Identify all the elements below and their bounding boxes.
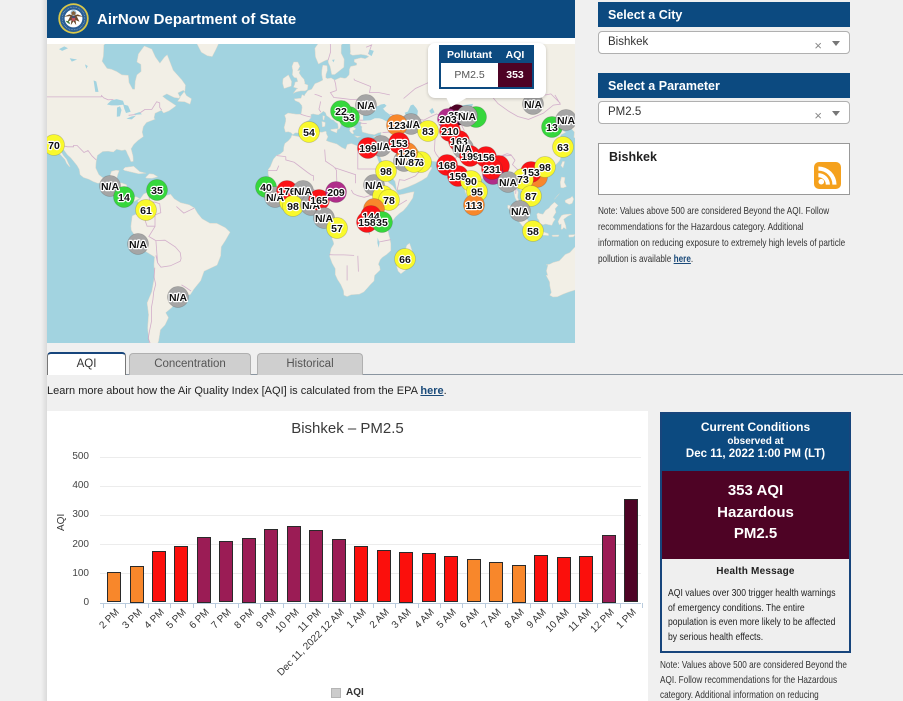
svg-text:353: 353 bbox=[448, 110, 466, 122]
svg-text:14: 14 bbox=[118, 192, 130, 204]
svg-text:N/A: N/A bbox=[101, 181, 120, 193]
svg-text:78: 78 bbox=[383, 195, 395, 207]
svg-text:N/A: N/A bbox=[169, 292, 188, 304]
svg-text:66: 66 bbox=[399, 254, 411, 266]
svg-text:N/A: N/A bbox=[315, 213, 334, 225]
svg-text:N/A: N/A bbox=[302, 200, 321, 212]
svg-text:199: 199 bbox=[461, 151, 479, 163]
svg-text:22: 22 bbox=[335, 106, 347, 118]
svg-text:63: 63 bbox=[557, 142, 569, 154]
svg-text:N/A: N/A bbox=[402, 119, 421, 131]
svg-text:N/A: N/A bbox=[372, 141, 391, 153]
svg-text:N/A: N/A bbox=[365, 180, 384, 192]
svg-text:98: 98 bbox=[287, 201, 299, 213]
svg-text:N/A: N/A bbox=[454, 143, 473, 155]
svg-text:126: 126 bbox=[398, 148, 416, 160]
svg-text:87: 87 bbox=[408, 157, 420, 169]
svg-text:87: 87 bbox=[525, 191, 537, 203]
svg-text:144: 144 bbox=[362, 211, 380, 223]
svg-text:113: 113 bbox=[466, 200, 483, 212]
svg-text:209: 209 bbox=[327, 187, 345, 199]
svg-text:158: 158 bbox=[358, 217, 376, 229]
svg-text:231: 231 bbox=[483, 164, 501, 176]
svg-text:N/A: N/A bbox=[557, 115, 575, 127]
svg-text:163: 163 bbox=[450, 136, 468, 148]
svg-text:58: 58 bbox=[527, 226, 539, 238]
svg-text:199: 199 bbox=[359, 143, 377, 155]
svg-text:N/A: N/A bbox=[524, 99, 543, 111]
svg-text:210: 210 bbox=[441, 126, 459, 138]
svg-text:153: 153 bbox=[522, 167, 540, 179]
svg-text:35: 35 bbox=[376, 217, 388, 229]
svg-text:90: 90 bbox=[465, 176, 477, 188]
svg-text:153: 153 bbox=[390, 138, 408, 150]
svg-text:156: 156 bbox=[477, 152, 495, 164]
svg-text:N/A: N/A bbox=[266, 192, 285, 204]
svg-text:N/A: N/A bbox=[511, 206, 530, 218]
svg-text:40: 40 bbox=[260, 182, 272, 194]
svg-text:159: 159 bbox=[449, 171, 467, 183]
svg-text:168: 168 bbox=[438, 160, 456, 172]
svg-text:N/A: N/A bbox=[294, 186, 313, 198]
svg-text:54: 54 bbox=[303, 127, 315, 139]
svg-text:70: 70 bbox=[48, 140, 60, 152]
svg-text:53: 53 bbox=[343, 112, 355, 124]
svg-text:176: 176 bbox=[278, 186, 296, 198]
svg-text:98: 98 bbox=[380, 166, 392, 178]
svg-text:N/A: N/A bbox=[129, 239, 148, 251]
svg-text:123: 123 bbox=[388, 120, 406, 132]
svg-text:61: 61 bbox=[140, 205, 152, 217]
svg-text:73: 73 bbox=[517, 174, 529, 186]
svg-text:98: 98 bbox=[539, 162, 551, 174]
svg-text:N/A: N/A bbox=[499, 177, 518, 189]
svg-text:N/A: N/A bbox=[357, 100, 376, 112]
svg-text:165: 165 bbox=[310, 195, 328, 207]
svg-text:203: 203 bbox=[439, 114, 457, 126]
svg-text:6: 6 bbox=[418, 157, 424, 169]
svg-text:13: 13 bbox=[546, 122, 558, 134]
svg-text:95: 95 bbox=[471, 186, 483, 198]
svg-text:35: 35 bbox=[151, 185, 163, 197]
svg-text:57: 57 bbox=[331, 223, 343, 235]
svg-text:83: 83 bbox=[422, 126, 434, 138]
svg-text:N/A: N/A bbox=[458, 111, 477, 123]
svg-text:N/A: N/A bbox=[395, 156, 414, 168]
